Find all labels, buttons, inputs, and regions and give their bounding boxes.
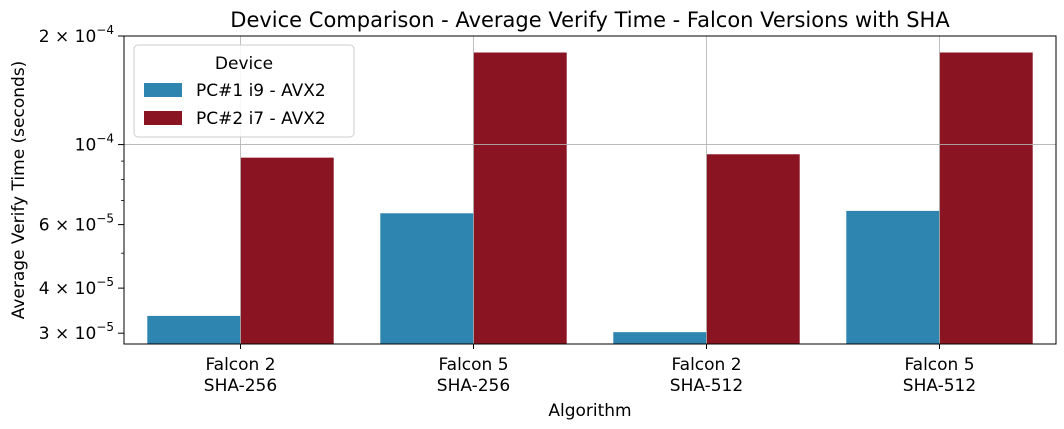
bar	[939, 52, 1033, 344]
y-tick-label: 4 × 10−5	[39, 275, 114, 299]
bar	[473, 52, 567, 344]
chart-title: Device Comparison - Average Verify Time …	[230, 8, 950, 32]
y-tick-label: 10−4	[75, 132, 114, 156]
axes-frame	[123, 35, 1057, 345]
bar	[846, 210, 940, 344]
x-tick-label: Falcon 2	[671, 355, 741, 375]
x-tick-label: SHA-256	[437, 376, 510, 396]
y-tick-label: 6 × 10−5	[39, 212, 114, 236]
y-tick-label: 3 × 10−5	[39, 320, 114, 344]
bar	[380, 213, 474, 344]
legend: Device PC#1 i9 - AVX2 PC#2 i7 - AVX2	[133, 44, 355, 138]
y-tick-label: 2 × 10−4	[39, 23, 114, 47]
x-tick-label: Falcon 5	[438, 355, 508, 375]
x-tick-label: SHA-256	[204, 376, 277, 396]
x-tick-label: Falcon 2	[205, 355, 275, 375]
bar	[613, 332, 707, 344]
bar	[240, 157, 334, 344]
legend-title: Device	[215, 54, 273, 74]
legend-label: PC#2 i7 - AVX2	[196, 109, 326, 129]
x-tick-label: SHA-512	[903, 376, 976, 396]
x-tick-label: Falcon 5	[904, 355, 974, 375]
legend-swatch	[144, 111, 182, 125]
bar	[706, 154, 800, 344]
bar	[147, 315, 241, 344]
x-tick-label: SHA-512	[670, 376, 743, 396]
legend-swatch	[144, 83, 182, 97]
x-axis-label: Algorithm	[548, 401, 631, 421]
legend-box	[133, 44, 355, 138]
y-axis-label: Average Verify Time (seconds)	[9, 61, 29, 320]
legend-label: PC#1 i9 - AVX2	[196, 81, 326, 101]
